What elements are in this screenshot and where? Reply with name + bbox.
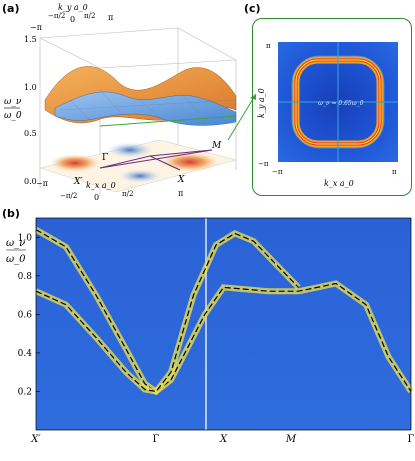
ky-tick-0: −π: [30, 23, 42, 32]
band-line-2: [35, 232, 299, 393]
panel-c-xtick-pi: π: [392, 168, 397, 176]
kx-tick-4: π: [178, 189, 183, 198]
kx-tick-2: 0: [94, 193, 99, 202]
bz-gamma: Γ: [102, 153, 108, 163]
panel-c-frame: [252, 18, 412, 196]
ky-tick-4: π: [108, 13, 113, 22]
panel-c-xlabel: k_x a_0: [324, 179, 354, 188]
z-axis-label-top: ω_ν: [4, 97, 22, 107]
bz-Xprime: X′: [73, 177, 82, 187]
bz-M: M: [211, 141, 222, 151]
x-tick-label-0: X′: [30, 434, 41, 445]
kx-axis-label: k_x a_0: [86, 181, 116, 190]
connector-arrow: [227, 93, 257, 141]
bz-X: X: [177, 175, 185, 185]
x-tick-label-3: M: [285, 434, 297, 445]
b-ylabel-top: ω_ν: [6, 238, 25, 249]
ky-tick-3: π/2: [84, 12, 95, 20]
ky-tick-2: 0: [70, 15, 75, 24]
z-tick-15: 1.5: [24, 35, 37, 44]
panel-c-annotation: ω_ν = 0.65ω_0: [318, 100, 364, 107]
x-tick-label-2: X: [219, 434, 228, 445]
kx-tick-0: −π: [36, 179, 48, 188]
panel-c-map: ω_ν = 0.65ω_0 π −π −π π k_x a_0 k_y a_0: [257, 42, 398, 188]
x-tick-label-1: Γ: [153, 434, 160, 445]
panel-c-ylabel: k_y a_0: [257, 88, 266, 118]
y-tick-label-1: 0.4: [18, 349, 33, 359]
y-tick-label-4: 1.0: [18, 233, 33, 243]
y-tick-label-0: 0.2: [18, 387, 32, 397]
panel-b-plot: ω_ν ω_0 0.2 0.4 0.6 0.8 1.0 X′ Γ X M Γ: [6, 217, 415, 445]
panel-c-xtick-negpi: −π: [272, 168, 283, 176]
z-tick-10: 1.0: [24, 83, 37, 92]
z-axis-label-bottom: ω_0: [4, 111, 22, 121]
y-tick-label-3: 0.8: [18, 272, 33, 282]
z-tick-00: 0.0: [24, 177, 37, 186]
panel-a-label: (a): [2, 2, 20, 15]
plot-area: [36, 218, 411, 430]
panel-c-label: (c): [244, 2, 261, 15]
panel-b-label: (b): [2, 207, 20, 220]
x-tick-label-4: Γ: [408, 434, 415, 445]
b-ylabel-bottom: ω_0: [6, 254, 26, 265]
panel-a-3d-plot: 1.5 1.0 0.5 0.0 ω_ν ω_0 k_y a_0 −π −π/2 …: [4, 3, 237, 202]
panel-c-ytick-pi: π: [266, 42, 271, 50]
kx-tick-3: π/2: [122, 190, 133, 198]
kx-tick-1: −π/2: [60, 192, 77, 200]
ky-tick-1: −π/2: [48, 12, 65, 20]
band-line-1: [35, 229, 412, 393]
panel-c-ytick-negpi: −π: [258, 160, 269, 168]
ky-axis-label: k_y a_0: [58, 3, 88, 12]
y-tick-label-2: 0.6: [18, 310, 33, 320]
z-tick-05: 0.5: [24, 129, 37, 138]
